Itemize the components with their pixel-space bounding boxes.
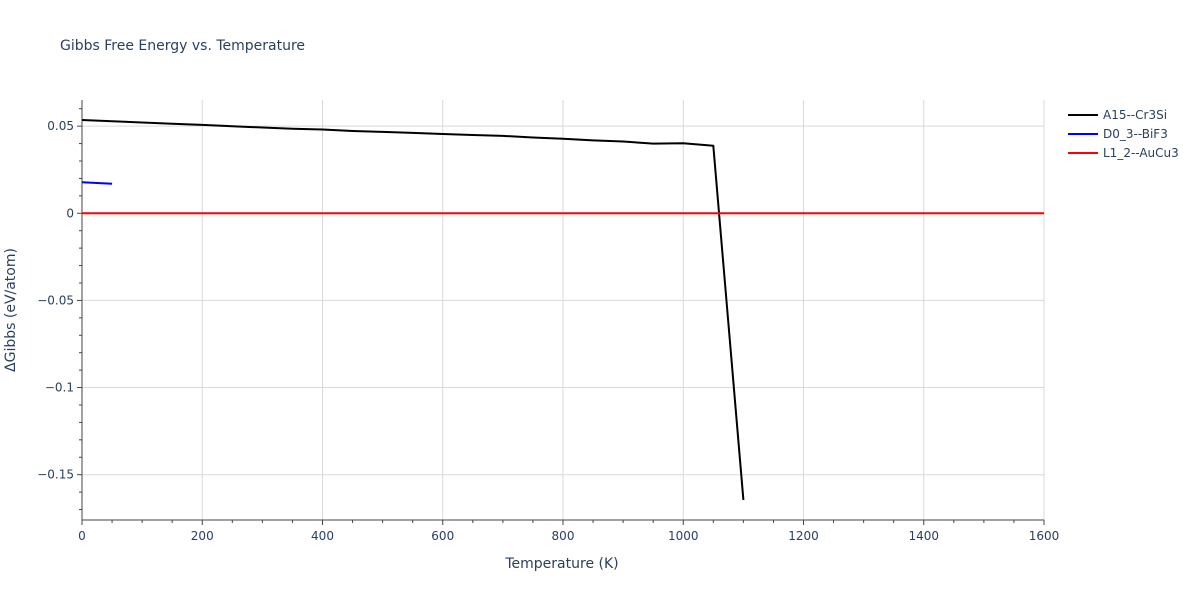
y-tick-label: −0.05 bbox=[37, 293, 74, 307]
x-tick-label: 0 bbox=[78, 529, 86, 543]
series-lines bbox=[81, 119, 1044, 501]
x-tick-label: 200 bbox=[191, 529, 214, 543]
x-tick-label: 1400 bbox=[908, 529, 939, 543]
chart-title: Gibbs Free Energy vs. Temperature bbox=[60, 38, 305, 54]
y-axis-title: ΔGibbs (eV/atom) bbox=[3, 248, 19, 372]
series-line-A15--Cr3Si bbox=[81, 119, 745, 501]
x-tick-label: 400 bbox=[311, 529, 334, 543]
legend-label: D0_3--BiF3 bbox=[1103, 127, 1168, 141]
y-axis-ticks: 0.05 0 −0.05 −0.1 −0.15 bbox=[37, 108, 82, 511]
x-axis-title: Temperature (K) bbox=[504, 556, 618, 572]
x-tick-label: 800 bbox=[552, 529, 575, 543]
grid bbox=[82, 100, 1045, 520]
x-tick-label: 1600 bbox=[1029, 529, 1060, 543]
y-tick-label: 0.05 bbox=[47, 119, 74, 133]
y-tick-label: −0.15 bbox=[37, 468, 74, 482]
y-tick-label: −0.1 bbox=[45, 381, 74, 395]
x-tick-label: 1000 bbox=[668, 529, 699, 543]
x-axis-ticks: 0 200 400 600 800 1000 1200 1400 1600 bbox=[78, 520, 1059, 543]
x-tick-label: 600 bbox=[431, 529, 454, 543]
legend-label: L1_2--AuCu3 bbox=[1103, 146, 1179, 160]
legend-label: A15--Cr3Si bbox=[1103, 108, 1167, 122]
series-line-D0_3--BiF3 bbox=[81, 181, 113, 185]
x-tick-label: 1200 bbox=[788, 529, 819, 543]
legend: A15--Cr3Si D0_3--BiF3 L1_2--AuCu3 bbox=[1068, 108, 1179, 160]
y-tick-label: 0 bbox=[66, 206, 74, 220]
